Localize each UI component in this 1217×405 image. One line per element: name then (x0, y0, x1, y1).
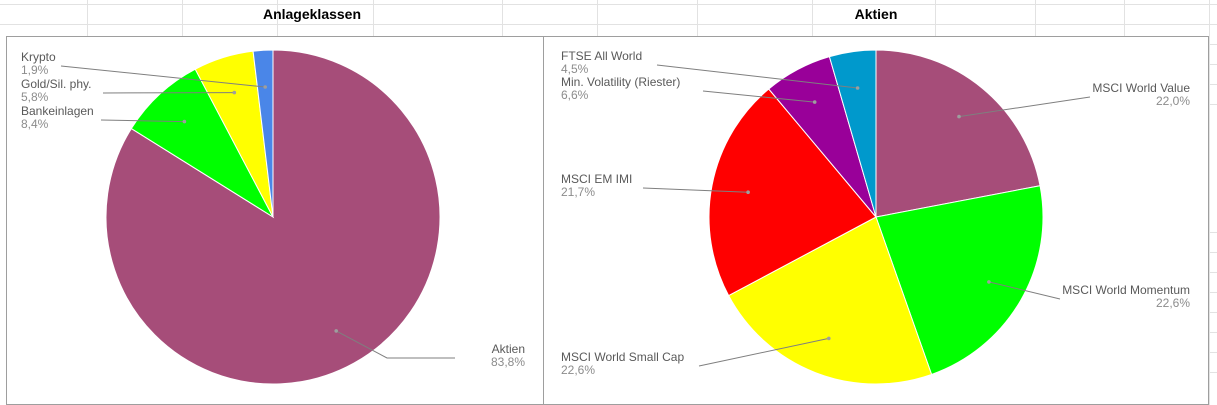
leader-line-ftse-all-world (656, 64, 858, 89)
leader-dot-aktien (334, 329, 339, 333)
slice-label-ftse-all-world: FTSE All World (561, 49, 642, 63)
pie-slice-msci-world-value[interactable] (875, 49, 1041, 218)
leader-dot-ftse-all-world (855, 86, 860, 90)
pie-slice-msci-world-momentum[interactable] (875, 185, 1044, 376)
slice-value-msci-world-small-cap: 22,6% (561, 363, 595, 377)
pie-slice-bankeinlagen[interactable] (130, 68, 275, 219)
leader-line-msci-world-small-cap (698, 337, 829, 367)
leader-dot-msci-world-momentum (987, 280, 991, 284)
leader-line-krypto (60, 65, 266, 88)
leader-dot-bankeinlagen (182, 119, 187, 124)
leader-dot-min-volatility-riester (812, 100, 817, 104)
chart-panel-anlageklassen[interactable]: Aktien 83,8% Bankeinlagen 8,4% Gold/Sil. phy… (6, 36, 544, 405)
slice-value-msci-world-momentum: 22,6% (1156, 296, 1190, 310)
slice-label-msci-world-small-cap: MSCI World Small Cap (561, 350, 684, 364)
leader-dot-gold-sil-phy (232, 90, 237, 95)
leader-dot-msci-em-imi (746, 190, 750, 194)
pie-slice-ftse-all-world[interactable] (828, 49, 877, 218)
slice-value-ftse-all-world: 4,5% (561, 62, 589, 76)
slice-label-msci-world-momentum: MSCI World Momentum (1062, 283, 1190, 297)
leader-line-msci-em-imi (642, 187, 749, 193)
leader-dot-msci-world-value (957, 114, 961, 119)
slice-value-aktien: 83,8% (491, 355, 525, 369)
slice-value-gold-sil-phy: 5,8% (21, 90, 49, 104)
pie-slice-msci-world-small-cap[interactable] (727, 216, 933, 385)
leader-dot-msci-world-small-cap (827, 336, 831, 341)
slice-label-gold-sil-phy: Gold/Sil. phy. (21, 77, 91, 91)
chart-title-aktien: Aktien (854, 6, 898, 22)
slice-value-msci-em-imi: 21,7% (561, 185, 595, 199)
leader-dot-krypto (263, 85, 268, 89)
slice-value-bankeinlagen: 8,4% (21, 117, 49, 131)
slice-label-min-volatility-riester: Min. Volatility (Riester) (561, 75, 680, 89)
leader-line-aktien (335, 330, 455, 359)
pie-slice-krypto[interactable] (252, 49, 274, 218)
pie-slice-msci-em-imi[interactable] (708, 88, 877, 297)
chart-title-anlageklassen: Anlageklassen (262, 6, 362, 22)
slice-value-msci-world-value: 22,0% (1156, 94, 1190, 108)
slice-value-min-volatility-riester: 6,6% (561, 88, 589, 102)
leader-line-msci-world-momentum (988, 281, 1061, 300)
leader-line-bankeinlagen (100, 119, 185, 123)
slice-label-msci-em-imi: MSCI EM IMI (561, 172, 632, 186)
leader-line-min-volatility-riester (702, 90, 815, 103)
slice-value-krypto: 1,9% (21, 63, 49, 77)
leader-line-msci-world-value (958, 96, 1091, 118)
slice-label-bankeinlagen: Bankeinlagen (21, 104, 94, 118)
slice-label-aktien: Aktien (492, 342, 525, 356)
slice-label-msci-world-value: MSCI World Value (1092, 81, 1190, 95)
slice-label-krypto: Krypto (21, 50, 56, 64)
chart-panel-aktien[interactable]: MSCI World Value 22,0% MSCI World Momentum… (543, 36, 1209, 405)
